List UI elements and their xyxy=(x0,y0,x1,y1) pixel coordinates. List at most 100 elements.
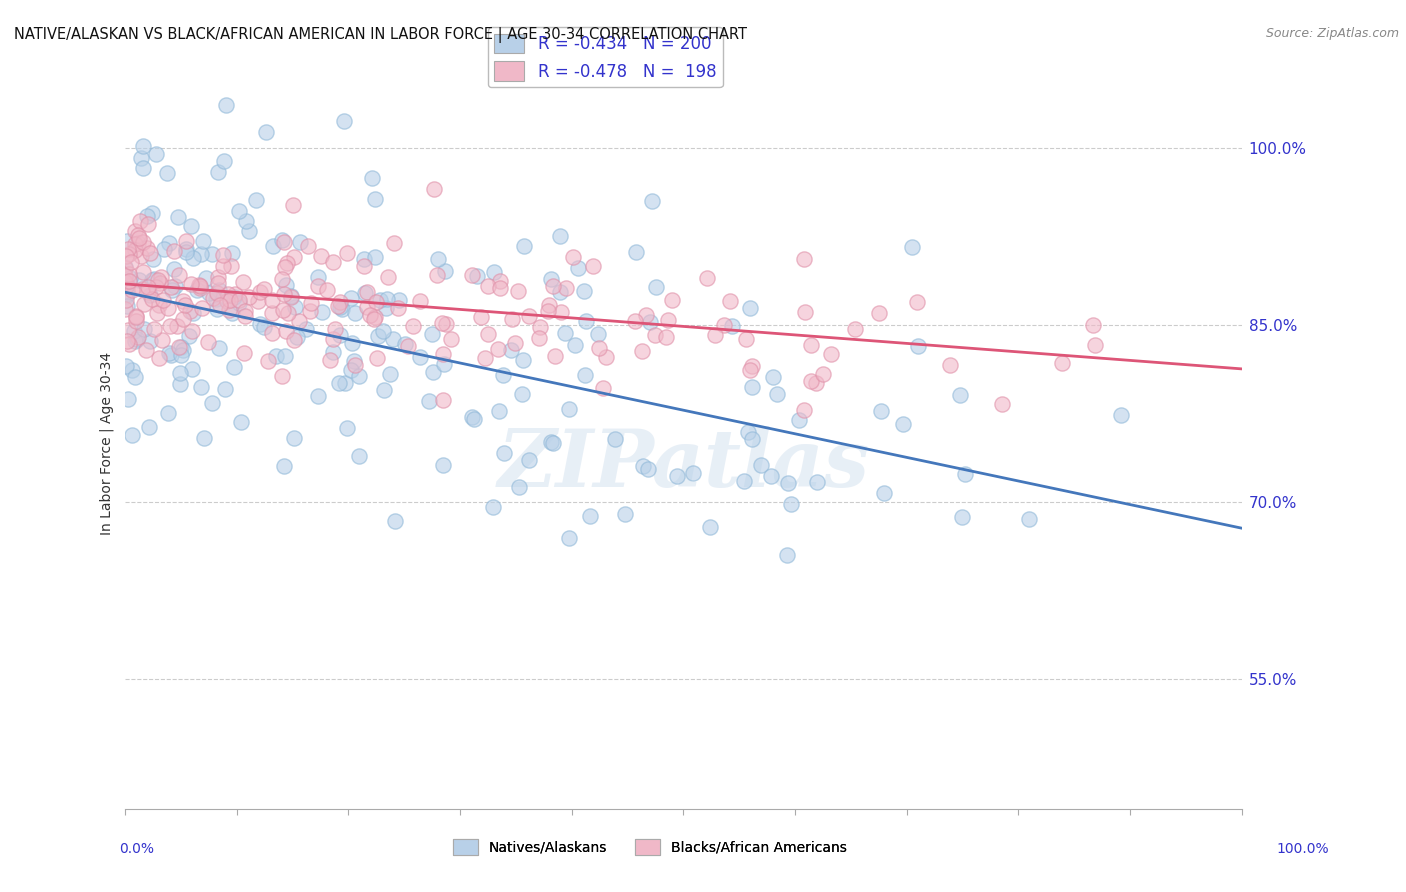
Point xyxy=(127,227,149,242)
Point xyxy=(595,350,617,364)
Point xyxy=(375,301,398,316)
Point xyxy=(870,404,893,418)
Point xyxy=(367,329,389,343)
Point xyxy=(501,311,523,326)
Point xyxy=(217,286,239,301)
Point xyxy=(125,310,148,324)
Point xyxy=(529,320,551,334)
Point xyxy=(172,343,194,357)
Point xyxy=(541,278,564,293)
Point xyxy=(347,449,370,463)
Point xyxy=(737,425,759,439)
Point xyxy=(561,250,583,264)
Point xyxy=(477,279,499,293)
Point xyxy=(166,318,188,333)
Point xyxy=(657,313,679,327)
Point xyxy=(176,244,198,259)
Point xyxy=(364,310,387,324)
Point xyxy=(776,475,799,490)
Point xyxy=(145,280,167,294)
Point xyxy=(125,314,148,328)
Point xyxy=(232,275,254,289)
Point xyxy=(336,246,359,260)
Point xyxy=(356,285,378,300)
Point xyxy=(283,431,305,445)
Point xyxy=(214,382,236,396)
Text: ZIPatlas: ZIPatlas xyxy=(498,426,869,504)
Point xyxy=(167,210,190,224)
Point xyxy=(283,334,305,348)
Text: Source: ZipAtlas.com: Source: ZipAtlas.com xyxy=(1265,27,1399,40)
Point xyxy=(127,329,149,343)
Point xyxy=(264,349,287,363)
Point xyxy=(422,326,444,341)
Point xyxy=(316,283,339,297)
Point xyxy=(132,321,155,335)
Point xyxy=(235,309,257,323)
Point xyxy=(247,293,270,308)
Point xyxy=(121,428,143,442)
Point xyxy=(135,209,157,223)
Point xyxy=(433,357,456,371)
Point xyxy=(378,367,401,381)
Point xyxy=(238,290,260,304)
Point xyxy=(277,306,299,320)
Point xyxy=(512,353,534,368)
Point xyxy=(548,229,571,244)
Point xyxy=(148,351,170,366)
Point xyxy=(118,271,141,285)
Point xyxy=(143,322,166,336)
Point xyxy=(554,326,576,340)
Point xyxy=(474,351,496,365)
Point xyxy=(1109,408,1132,422)
Point xyxy=(844,321,866,335)
Point xyxy=(540,271,562,285)
Point xyxy=(806,475,828,490)
Point xyxy=(180,219,202,233)
Point xyxy=(328,376,350,391)
Point xyxy=(1081,318,1104,333)
Point xyxy=(396,339,419,353)
Point xyxy=(117,322,139,336)
Point xyxy=(124,237,146,252)
Point xyxy=(342,336,364,351)
Y-axis label: In Labor Force | Age 30-34: In Labor Force | Age 30-34 xyxy=(100,351,114,535)
Point xyxy=(704,327,727,342)
Point xyxy=(640,315,662,329)
Point xyxy=(160,280,183,294)
Point xyxy=(207,270,229,285)
Point xyxy=(139,288,162,302)
Point xyxy=(117,392,139,406)
Point xyxy=(281,198,304,212)
Point xyxy=(343,358,366,372)
Point xyxy=(274,278,297,293)
Point xyxy=(125,309,148,323)
Point xyxy=(682,466,704,480)
Point xyxy=(115,234,138,248)
Point xyxy=(115,334,138,349)
Point xyxy=(574,368,596,383)
Point xyxy=(257,354,280,368)
Point xyxy=(190,301,212,315)
Point xyxy=(439,332,461,346)
Point xyxy=(169,366,191,380)
Point xyxy=(287,329,309,343)
Point xyxy=(118,337,141,351)
Point xyxy=(180,277,202,292)
Point xyxy=(117,243,139,257)
Point xyxy=(361,171,384,186)
Point xyxy=(212,248,235,262)
Point xyxy=(262,293,284,308)
Point xyxy=(699,520,721,534)
Point xyxy=(114,293,136,307)
Point xyxy=(139,245,162,260)
Point xyxy=(333,114,356,128)
Point xyxy=(288,314,311,328)
Point xyxy=(765,387,787,401)
Point xyxy=(377,270,399,285)
Point xyxy=(489,274,512,288)
Legend: Natives/Alaskans, Blacks/African Americans: Natives/Alaskans, Blacks/African America… xyxy=(447,833,852,861)
Point xyxy=(134,296,156,310)
Point xyxy=(359,308,381,322)
Point xyxy=(432,393,454,408)
